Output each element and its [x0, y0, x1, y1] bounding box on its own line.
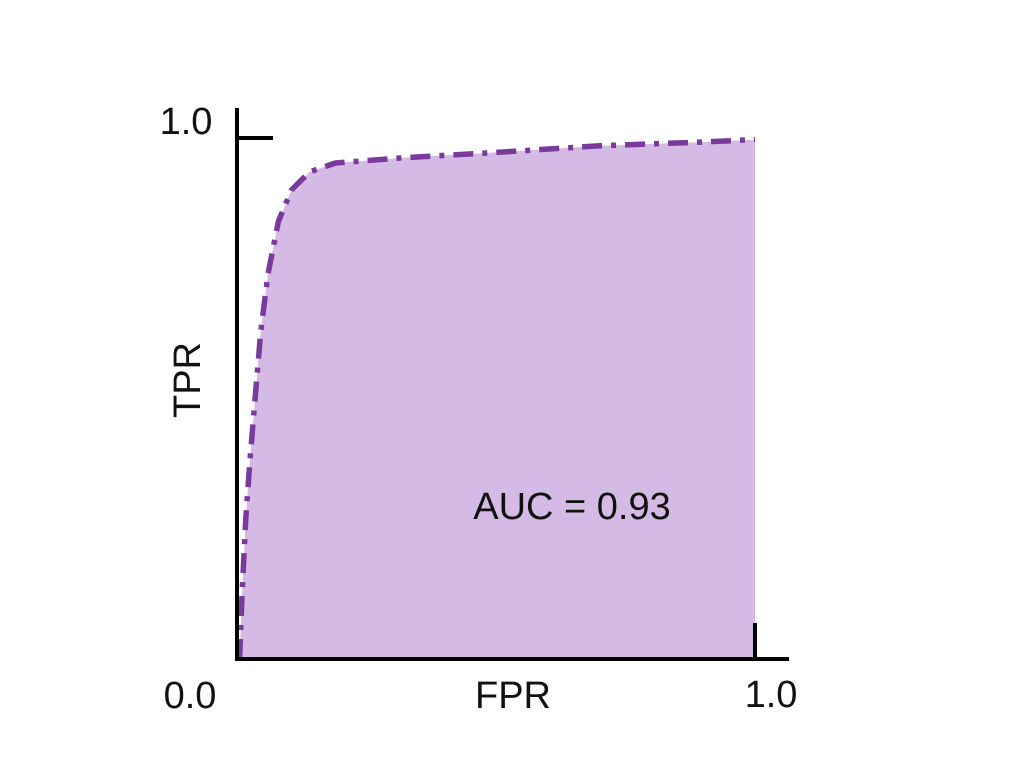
x-axis-tick-label-0.0: 0.0 [163, 675, 217, 717]
x-axis-tick-label-1.0: 1.0 [744, 674, 798, 716]
x-axis-title: FPR [475, 675, 551, 717]
roc-area-fill [239, 139, 756, 660]
y-axis-tick-label-1.0: 1.0 [159, 101, 213, 143]
roc-curve-line [236, 136, 756, 660]
y-axis-title: TPR [167, 342, 209, 418]
auc-annotation: AUC = 0.93 [473, 486, 671, 528]
